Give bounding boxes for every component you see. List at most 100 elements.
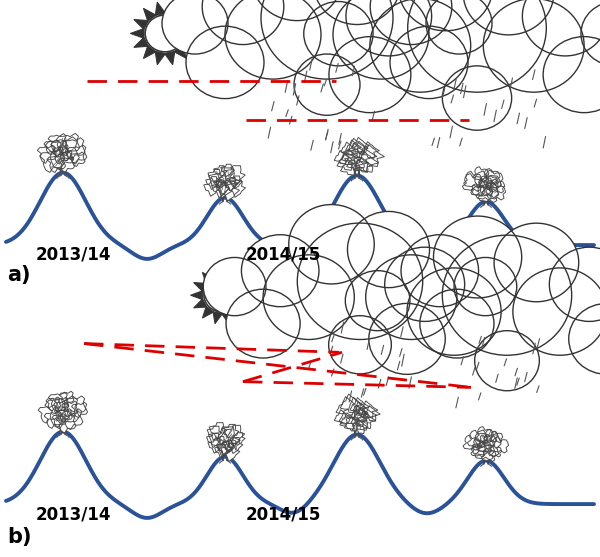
Circle shape [523, 0, 600, 56]
Polygon shape [351, 406, 368, 421]
Circle shape [569, 304, 600, 374]
Circle shape [304, 2, 373, 66]
Polygon shape [223, 185, 227, 202]
Polygon shape [224, 442, 235, 452]
Circle shape [433, 216, 521, 298]
Polygon shape [212, 181, 229, 198]
Polygon shape [467, 430, 487, 448]
Polygon shape [191, 291, 203, 300]
Polygon shape [62, 401, 78, 417]
Polygon shape [222, 424, 239, 441]
Polygon shape [217, 441, 232, 456]
Polygon shape [341, 142, 356, 155]
Polygon shape [482, 168, 500, 184]
Polygon shape [49, 392, 68, 411]
Polygon shape [67, 145, 87, 164]
Polygon shape [356, 411, 376, 428]
Circle shape [347, 212, 430, 287]
Circle shape [314, 0, 400, 25]
Polygon shape [204, 181, 220, 196]
Circle shape [408, 0, 546, 92]
Polygon shape [471, 443, 485, 457]
Circle shape [543, 37, 600, 113]
Polygon shape [208, 439, 223, 453]
Polygon shape [202, 306, 214, 318]
Polygon shape [71, 402, 88, 418]
Polygon shape [206, 433, 221, 448]
Text: 2014/15: 2014/15 [246, 505, 322, 523]
Polygon shape [209, 423, 227, 439]
Circle shape [329, 316, 391, 374]
Polygon shape [56, 409, 69, 422]
Polygon shape [44, 140, 59, 154]
Polygon shape [219, 182, 239, 201]
Polygon shape [356, 407, 368, 417]
Circle shape [241, 234, 319, 307]
Polygon shape [62, 151, 73, 161]
Polygon shape [59, 391, 74, 405]
Polygon shape [484, 429, 498, 442]
Polygon shape [70, 152, 85, 167]
Polygon shape [45, 137, 79, 170]
Polygon shape [202, 272, 214, 284]
Circle shape [298, 223, 422, 340]
Polygon shape [53, 147, 63, 157]
Circle shape [145, 15, 185, 52]
Polygon shape [52, 414, 66, 427]
Circle shape [454, 257, 517, 316]
Circle shape [346, 271, 410, 331]
Polygon shape [229, 176, 242, 189]
Polygon shape [186, 28, 200, 38]
Polygon shape [347, 143, 364, 158]
Circle shape [346, 0, 431, 56]
Polygon shape [182, 19, 196, 30]
Polygon shape [354, 160, 360, 178]
Polygon shape [208, 169, 223, 183]
Circle shape [484, 0, 584, 92]
Text: 2013/14: 2013/14 [36, 505, 112, 523]
Polygon shape [487, 175, 497, 184]
Polygon shape [334, 409, 351, 424]
Polygon shape [54, 401, 65, 413]
Circle shape [186, 26, 264, 99]
Polygon shape [221, 164, 234, 177]
Circle shape [261, 0, 393, 79]
Polygon shape [46, 397, 61, 411]
Polygon shape [64, 396, 86, 417]
Circle shape [370, 0, 452, 45]
Polygon shape [484, 447, 488, 464]
Circle shape [398, 0, 493, 31]
Polygon shape [215, 444, 228, 457]
Circle shape [463, 0, 554, 35]
Polygon shape [143, 46, 156, 58]
Polygon shape [52, 148, 69, 164]
Circle shape [401, 234, 479, 307]
Circle shape [475, 331, 539, 391]
Polygon shape [60, 416, 66, 434]
Polygon shape [62, 138, 85, 160]
Polygon shape [213, 311, 223, 324]
Circle shape [294, 54, 360, 115]
Circle shape [204, 278, 240, 312]
Polygon shape [224, 426, 245, 445]
Polygon shape [56, 414, 76, 433]
Polygon shape [217, 176, 227, 185]
Circle shape [370, 0, 471, 92]
Polygon shape [346, 140, 361, 154]
Polygon shape [340, 413, 359, 429]
Text: b): b) [7, 527, 32, 547]
Polygon shape [471, 184, 484, 196]
Polygon shape [352, 138, 369, 153]
Polygon shape [241, 291, 254, 300]
Polygon shape [218, 442, 232, 456]
Polygon shape [226, 437, 243, 453]
Polygon shape [45, 396, 79, 429]
Polygon shape [358, 401, 378, 418]
Polygon shape [490, 431, 503, 443]
Polygon shape [350, 398, 370, 414]
Circle shape [329, 37, 411, 113]
Polygon shape [60, 157, 66, 175]
Polygon shape [40, 150, 64, 173]
Polygon shape [362, 405, 380, 421]
Polygon shape [344, 417, 361, 432]
